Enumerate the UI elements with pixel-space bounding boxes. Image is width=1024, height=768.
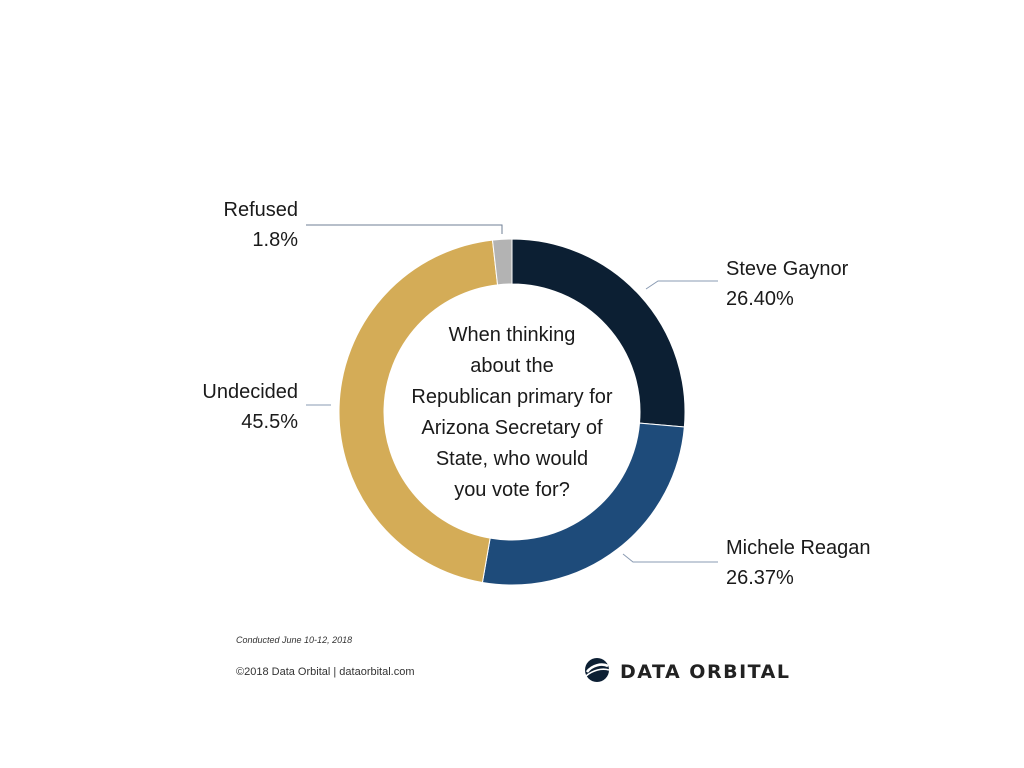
chart-title-line: State, who would <box>436 448 588 470</box>
slice-label-michele-reagan: Michele Reagan <box>726 537 871 559</box>
brand-logo: DATA ORBITAL <box>584 657 791 688</box>
copyright-note: ©2018 Data Orbital | dataorbital.com <box>236 666 415 678</box>
chart-title-line: you vote for? <box>454 479 570 501</box>
slice-label-steve-gaynor: Steve Gaynor <box>726 258 849 280</box>
slice-value-undecided: 45.5% <box>241 411 298 433</box>
chart-title: When thinking about the Republican primary… <box>411 324 613 501</box>
slice-refused <box>491 238 513 286</box>
chart-slices <box>338 238 686 586</box>
leader-line-steve-gaynor <box>645 280 718 290</box>
leader-line-refused <box>306 224 503 234</box>
survey-date-note: Conducted June 10-12, 2018 <box>236 635 353 645</box>
label-leader-lines <box>306 224 718 563</box>
slice-value-refused: 1.8% <box>252 229 298 251</box>
chart-title-line: Arizona Secretary of <box>421 417 603 439</box>
slice-label-undecided: Undecided <box>202 381 298 403</box>
slice-label-refused: Refused <box>224 199 299 221</box>
leader-line-michele-reagan <box>622 553 718 563</box>
chart-title-line: Republican primary for <box>411 386 613 408</box>
chart-title-line: When thinking <box>449 324 576 346</box>
chart-title-line: about the <box>470 355 553 377</box>
orbit-logo-icon <box>584 657 610 688</box>
slice-value-steve-gaynor: 26.40% <box>726 288 794 310</box>
slice-value-michele-reagan: 26.37% <box>726 567 794 589</box>
slice-undecided <box>338 239 499 584</box>
slice-labels: Steve Gaynor 26.40% Michele Reagan 26.37% Un… <box>202 199 870 589</box>
brand-name: DATA ORBITAL <box>620 661 791 683</box>
